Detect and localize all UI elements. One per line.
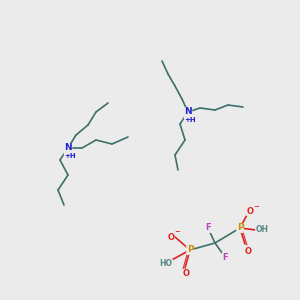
Text: −: − bbox=[253, 204, 259, 210]
Text: +H: +H bbox=[184, 117, 196, 123]
Text: HO: HO bbox=[160, 260, 172, 268]
Text: F: F bbox=[205, 224, 211, 232]
Text: P: P bbox=[187, 245, 193, 254]
Text: F: F bbox=[222, 253, 228, 262]
Text: OH: OH bbox=[256, 226, 268, 235]
Text: −: − bbox=[174, 229, 180, 235]
Text: N: N bbox=[64, 143, 72, 152]
Text: +H: +H bbox=[64, 153, 76, 159]
Text: O: O bbox=[182, 269, 190, 278]
Text: O: O bbox=[167, 232, 175, 242]
Text: N: N bbox=[184, 107, 192, 116]
Text: P: P bbox=[237, 224, 243, 232]
Text: O: O bbox=[247, 206, 254, 215]
Text: O: O bbox=[244, 247, 251, 256]
